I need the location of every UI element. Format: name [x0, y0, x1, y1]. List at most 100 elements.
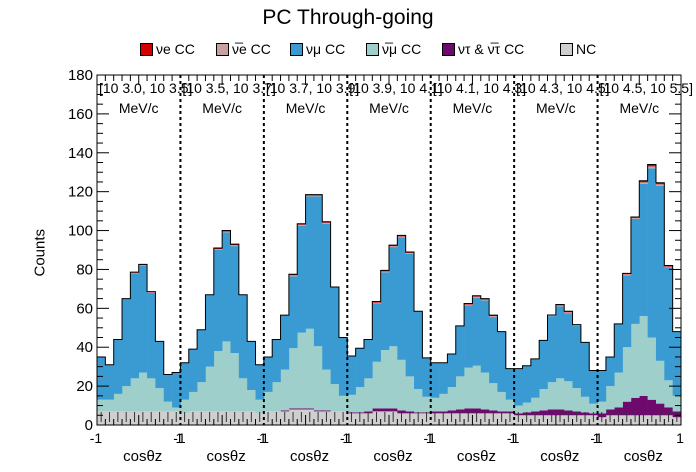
bar-numubar — [263, 391, 273, 412]
legend-label-numubar: ν̅μ CC — [382, 41, 422, 57]
bar-nuebar — [655, 184, 665, 186]
bar-numubar — [330, 384, 340, 412]
bar-numu — [605, 356, 615, 387]
bar-numubar — [447, 387, 457, 411]
bar-numubar — [497, 391, 507, 412]
x-axis-label: cosθz — [207, 448, 246, 465]
bar-numu — [355, 348, 365, 388]
bar-numubar — [338, 395, 348, 412]
bar-nutau — [614, 407, 623, 416]
legend-swatch-nue — [140, 42, 153, 56]
bar-numu — [222, 232, 231, 342]
bar-numubar — [255, 399, 265, 414]
bar-numubar — [514, 405, 523, 414]
bar-numubar — [555, 378, 565, 410]
bar-numubar — [414, 389, 423, 413]
bar-numubar — [572, 388, 582, 412]
x-tick-label: 1 — [509, 430, 517, 446]
bar-nuebar — [322, 222, 331, 224]
bar-numu — [647, 168, 657, 338]
bar-nutau — [447, 410, 457, 414]
bar-numubar — [188, 391, 198, 412]
bar-nuebar — [313, 195, 323, 197]
bar-numubar — [530, 397, 540, 412]
x-tick-label: -1 — [340, 430, 353, 446]
x-tick-label: -1 — [257, 430, 270, 446]
bar-numu — [564, 313, 573, 382]
panel-label: [10 4.5, 10 5.5] — [600, 80, 693, 96]
bar-numu — [380, 272, 390, 351]
x-axis-label: cosθz — [624, 448, 663, 465]
bar-nuebar — [389, 246, 398, 248]
bar-numu — [188, 349, 198, 392]
bar-numubar — [422, 396, 432, 413]
bar-numu — [480, 300, 490, 373]
bar-numu — [389, 247, 398, 347]
bar-numubar — [397, 359, 406, 411]
panel-unit-label: MeV/c — [453, 100, 493, 116]
bar-nuebar — [405, 252, 415, 254]
bar-nuebar — [480, 299, 490, 301]
x-tick-label: 1 — [259, 430, 267, 446]
bar-numubar — [480, 372, 490, 410]
bar-numubar — [389, 346, 398, 409]
bar-nuebar — [397, 236, 406, 238]
y-tick-label: 140 — [68, 145, 93, 162]
bar-numubar — [472, 365, 482, 409]
y-tick-label: 80 — [76, 261, 93, 278]
bar-numubar — [297, 332, 306, 409]
bar-nutau — [380, 408, 390, 412]
panel-unit-label: MeV/c — [202, 100, 242, 116]
bar-numu — [272, 339, 281, 383]
panel-label: [10 3.7, 10 3.9] — [266, 80, 359, 96]
bar-numubar — [213, 351, 223, 412]
legend-swatch-nutau — [442, 42, 455, 56]
bar-numu — [414, 311, 423, 390]
bar-nutau — [630, 397, 640, 416]
bar-numu — [347, 355, 356, 395]
legend-label-nue: νe CC — [156, 41, 195, 57]
bar-nutau — [464, 408, 473, 414]
bar-numu — [280, 315, 290, 370]
bar-numu — [163, 374, 173, 402]
bar-numubar — [180, 399, 190, 414]
y-tick-label: 40 — [76, 339, 93, 356]
bar-numu — [372, 303, 381, 362]
legend-item-numu: νμ CC — [290, 40, 345, 58]
bar-numu — [305, 196, 315, 329]
bar-numubar — [130, 378, 140, 412]
bar-numubar — [564, 381, 573, 411]
x-tick-label: -1 — [507, 430, 520, 446]
bar-numu — [630, 218, 640, 324]
bar-numu — [580, 342, 590, 397]
bar-nuebar — [564, 312, 573, 314]
bar-nutau — [472, 408, 482, 414]
bar-nutau — [322, 410, 331, 412]
bar-numubar — [288, 348, 298, 409]
bar-numubar — [439, 393, 448, 412]
bar-numu — [247, 341, 256, 390]
chart-title: PC Through-going — [262, 6, 434, 29]
bar-nutau — [372, 408, 381, 412]
bar-numu — [489, 317, 498, 384]
bar-numubar — [363, 378, 373, 412]
bar-numu — [530, 358, 540, 398]
bar-numubar — [597, 401, 607, 414]
bar-numu — [672, 331, 682, 396]
bar-numu — [180, 362, 190, 400]
bar-nuebar — [647, 166, 657, 169]
bar-numu — [97, 356, 106, 400]
legend-item-nuebar: ν̅e CC — [216, 40, 271, 58]
legend-label-numu: νμ CC — [306, 41, 346, 57]
bar-nuebar — [147, 292, 156, 293]
bar-numubar — [305, 328, 315, 409]
bar-nue — [647, 164, 657, 167]
bar-nuebar — [130, 272, 140, 274]
bar-numubar — [172, 407, 181, 412]
bar-nutau — [664, 407, 673, 416]
bar-numu — [497, 331, 507, 392]
y-tick-label: 0 — [85, 417, 93, 434]
bar-numu — [439, 362, 448, 394]
bar-nuebar — [288, 275, 298, 277]
